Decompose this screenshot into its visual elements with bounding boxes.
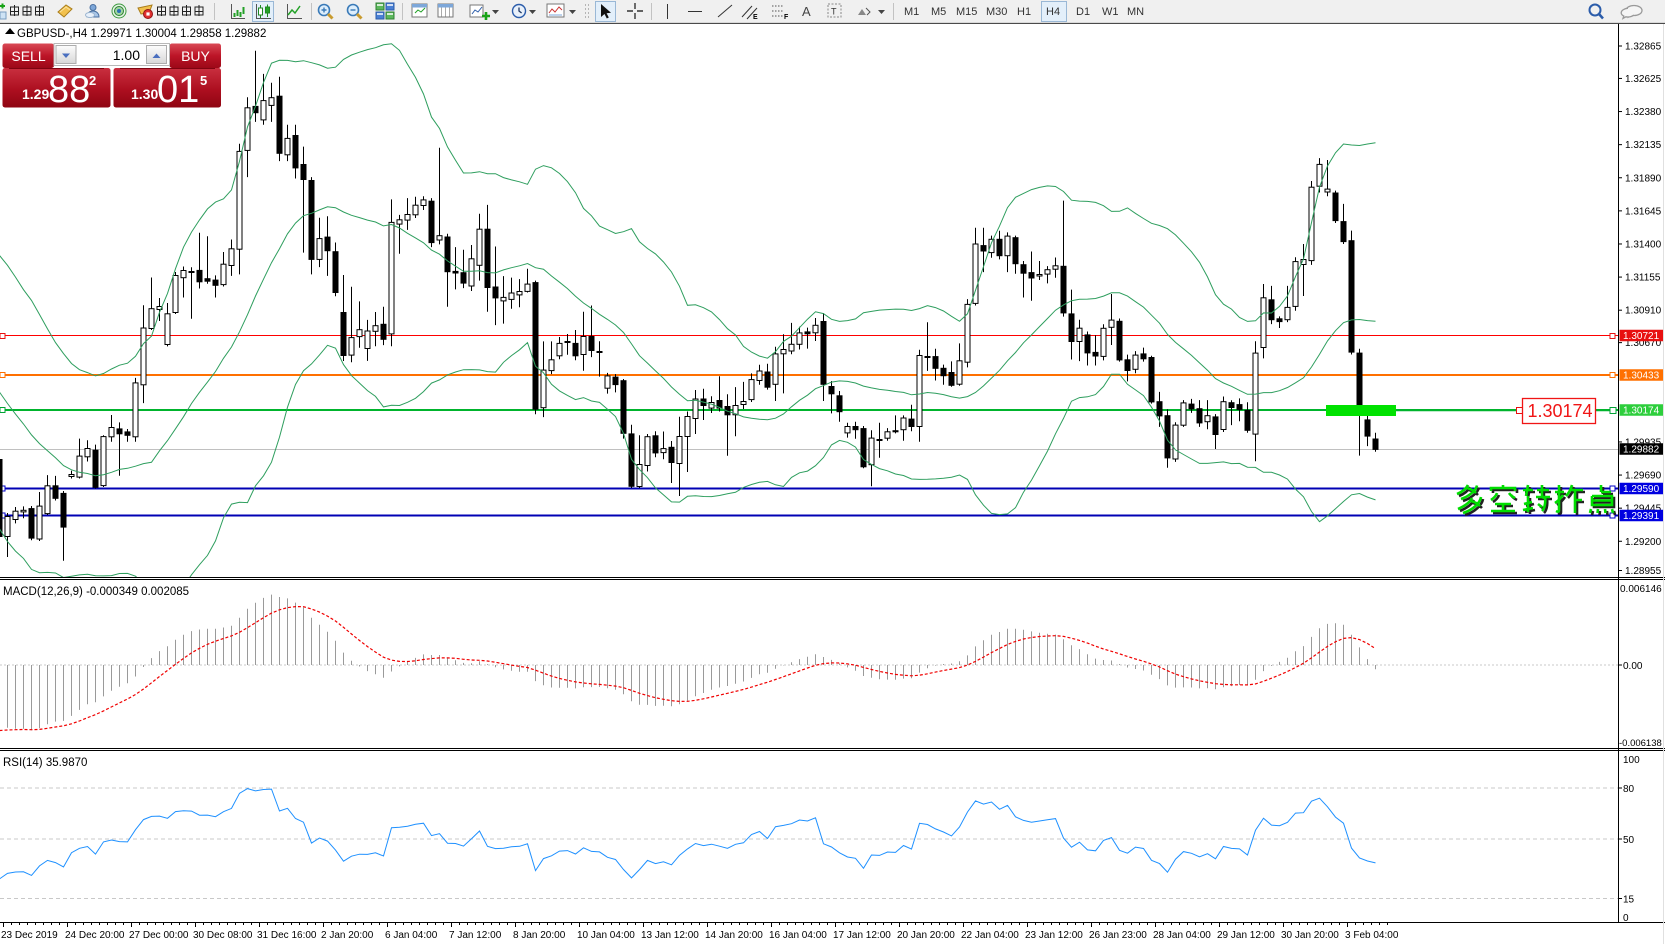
svg-text:1.29935: 1.29935 bbox=[1625, 437, 1662, 448]
svg-text:1.30174: 1.30174 bbox=[1623, 406, 1660, 417]
svg-text:16 Jan 04:00: 16 Jan 04:00 bbox=[769, 930, 827, 941]
svg-text:1.31645: 1.31645 bbox=[1625, 206, 1662, 217]
svg-text:29 Jan 12:00: 29 Jan 12:00 bbox=[1217, 930, 1275, 941]
svg-text:1.29391: 1.29391 bbox=[1623, 511, 1660, 522]
svg-text:1.31155: 1.31155 bbox=[1625, 273, 1661, 284]
svg-text:A: A bbox=[802, 4, 811, 19]
svg-text:80: 80 bbox=[1623, 784, 1635, 795]
svg-text:30 Jan 20:00: 30 Jan 20:00 bbox=[1281, 930, 1339, 941]
svg-text:BUY: BUY bbox=[181, 48, 210, 64]
svg-text:3 Feb 04:00: 3 Feb 04:00 bbox=[1345, 930, 1399, 941]
svg-text:M1: M1 bbox=[904, 6, 919, 18]
svg-text:14 Jan 20:00: 14 Jan 20:00 bbox=[705, 930, 763, 941]
svg-text:0: 0 bbox=[1623, 913, 1629, 924]
svg-text:28 Jan 04:00: 28 Jan 04:00 bbox=[1153, 930, 1211, 941]
svg-text:1.00: 1.00 bbox=[113, 47, 140, 63]
svg-text:6 Jan 04:00: 6 Jan 04:00 bbox=[385, 930, 438, 941]
svg-text:100: 100 bbox=[1623, 755, 1640, 766]
svg-text:1.30174: 1.30174 bbox=[1528, 401, 1593, 421]
svg-text:T: T bbox=[831, 7, 837, 17]
svg-text:E: E bbox=[753, 14, 758, 21]
svg-text:1.29882: 1.29882 bbox=[1623, 445, 1660, 456]
svg-text:M5: M5 bbox=[931, 6, 946, 18]
svg-text:31 Dec 16:00: 31 Dec 16:00 bbox=[257, 930, 317, 941]
svg-text:30 Dec 08:00: 30 Dec 08:00 bbox=[193, 930, 253, 941]
svg-text:1.32865: 1.32865 bbox=[1625, 42, 1662, 53]
svg-text:01: 01 bbox=[157, 69, 199, 111]
svg-text:8 Jan 20:00: 8 Jan 20:00 bbox=[513, 930, 566, 941]
svg-text:1.30670: 1.30670 bbox=[1625, 338, 1662, 349]
svg-text:15: 15 bbox=[1623, 895, 1635, 906]
svg-text:GBPUSD-,H4 1.29971 1.30004 1.: GBPUSD-,H4 1.29971 1.30004 1.29858 1.298… bbox=[17, 28, 266, 40]
svg-text:1.31890: 1.31890 bbox=[1625, 173, 1662, 184]
svg-text:22 Jan 04:00: 22 Jan 04:00 bbox=[961, 930, 1019, 941]
svg-text:1.30721: 1.30721 bbox=[1623, 331, 1660, 342]
svg-text:D1: D1 bbox=[1076, 6, 1090, 18]
svg-text:F: F bbox=[784, 14, 789, 21]
svg-text:MN: MN bbox=[1127, 6, 1144, 18]
svg-text:1.30: 1.30 bbox=[131, 86, 158, 102]
svg-text:50: 50 bbox=[1623, 835, 1635, 846]
svg-text:5: 5 bbox=[200, 73, 207, 88]
svg-text:1.29: 1.29 bbox=[22, 86, 49, 102]
svg-text:1.29690: 1.29690 bbox=[1625, 471, 1662, 482]
svg-text:2: 2 bbox=[89, 73, 96, 88]
svg-text:1.31400: 1.31400 bbox=[1625, 239, 1662, 250]
svg-text:1.30433: 1.30433 bbox=[1623, 371, 1660, 382]
svg-text:RSI(14) 35.9870: RSI(14) 35.9870 bbox=[3, 757, 87, 769]
svg-text:1.32380: 1.32380 bbox=[1625, 107, 1662, 118]
svg-text:1.32625: 1.32625 bbox=[1625, 74, 1662, 85]
svg-text:26 Jan 23:00: 26 Jan 23:00 bbox=[1089, 930, 1147, 941]
svg-text:MACD(12,26,9) -0.000349 0.0020: MACD(12,26,9) -0.000349 0.002085 bbox=[3, 586, 189, 598]
svg-text:17 Jan 12:00: 17 Jan 12:00 bbox=[833, 930, 891, 941]
svg-text:-0.006138: -0.006138 bbox=[1619, 738, 1662, 749]
svg-text:1.30910: 1.30910 bbox=[1625, 306, 1662, 317]
svg-text:88: 88 bbox=[48, 69, 90, 111]
svg-text:M15: M15 bbox=[956, 6, 977, 18]
svg-text:H4: H4 bbox=[1046, 6, 1060, 18]
svg-text:23 Jan 12:00: 23 Jan 12:00 bbox=[1025, 930, 1083, 941]
svg-text:7 Jan 12:00: 7 Jan 12:00 bbox=[449, 930, 502, 941]
svg-text:1.32135: 1.32135 bbox=[1625, 140, 1662, 151]
svg-text:H1: H1 bbox=[1017, 6, 1031, 18]
svg-text:2 Jan 20:00: 2 Jan 20:00 bbox=[321, 930, 374, 941]
svg-text:27 Dec 00:00: 27 Dec 00:00 bbox=[129, 930, 189, 941]
svg-text:1.29590: 1.29590 bbox=[1623, 484, 1660, 495]
svg-text:1.29445: 1.29445 bbox=[1625, 504, 1662, 515]
svg-text:24 Dec 20:00: 24 Dec 20:00 bbox=[65, 930, 125, 941]
svg-text:20 Jan 20:00: 20 Jan 20:00 bbox=[897, 930, 955, 941]
svg-text:10 Jan 04:00: 10 Jan 04:00 bbox=[577, 930, 635, 941]
svg-text:W1: W1 bbox=[1102, 6, 1119, 18]
svg-text:13 Jan 12:00: 13 Jan 12:00 bbox=[641, 930, 699, 941]
svg-text:M30: M30 bbox=[986, 6, 1007, 18]
svg-text:1.29200: 1.29200 bbox=[1625, 537, 1662, 548]
svg-text:1.28955: 1.28955 bbox=[1625, 566, 1662, 577]
svg-text:SELL: SELL bbox=[11, 48, 45, 64]
svg-text:23 Dec 2019: 23 Dec 2019 bbox=[1, 930, 58, 941]
svg-text:0.00: 0.00 bbox=[1623, 661, 1643, 672]
svg-text:0.006146: 0.006146 bbox=[1620, 584, 1662, 595]
